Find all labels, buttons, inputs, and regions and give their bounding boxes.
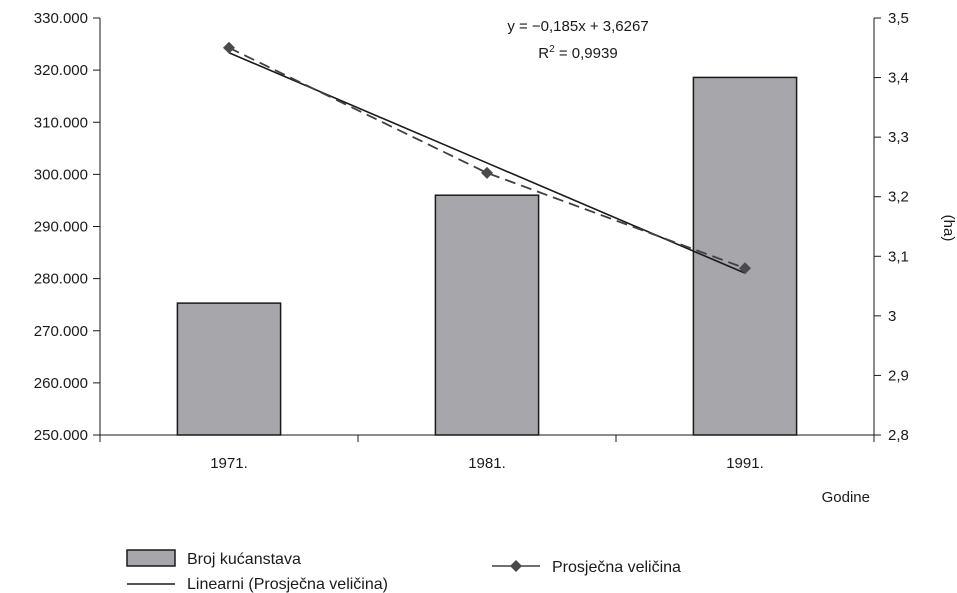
legend-label-trendline: Linearni (Prosječna veličina) — [187, 576, 388, 593]
x-tick-label: 1981. — [468, 455, 506, 472]
left-tick-label: 310.000 — [34, 114, 88, 131]
left-tick-label: 330.000 — [34, 10, 88, 27]
left-tick-label: 250.000 — [34, 427, 88, 444]
r-squared-value: = 0,9939 — [555, 45, 618, 62]
right-tick-label: 3,3 — [888, 129, 909, 146]
right-tick-label: 3,2 — [888, 189, 909, 206]
left-tick-label: 260.000 — [34, 375, 88, 392]
right-tick-label: 2,8 — [888, 427, 909, 444]
diamond-marker — [739, 262, 751, 275]
right-axis-title: (ha) — [940, 215, 957, 242]
trendline-equation: y = −0,185x + 3,6267 — [507, 18, 648, 35]
x-axis-title: Godine — [822, 489, 870, 506]
bar — [176, 302, 282, 436]
line-series — [223, 41, 751, 275]
right-tick-label: 3,1 — [888, 248, 909, 265]
legend-swatch-bars — [126, 549, 176, 567]
legend: Broj kućanstava Linearni (Prosječna veli… — [126, 549, 681, 593]
left-tick-label: 300.000 — [34, 166, 88, 183]
bar — [692, 76, 798, 436]
x-axis-ticks: 1971. 1981. 1991. — [99, 435, 875, 472]
legend-swatch-diamond-marker — [510, 560, 522, 572]
r-squared-label: R2 = 0,9939 — [538, 44, 617, 62]
average-size-line — [228, 46, 746, 270]
diamond-marker — [223, 41, 235, 54]
left-tick-label: 270.000 — [34, 323, 88, 340]
left-tick-label: 320.000 — [34, 62, 88, 79]
left-tick-label: 280.000 — [34, 271, 88, 288]
left-axis-ticks: 250.000 260.000 270.000 280.000 290.000 300.0… — [34, 10, 100, 444]
right-tick-label: 3,5 — [888, 10, 909, 27]
right-axis-ticks: 2,8 2,9 3 3,1 3,2 3,3 3,4 3,5 — [874, 10, 909, 444]
bar — [434, 194, 540, 436]
r-squared-r: R — [538, 45, 549, 62]
diamond-marker — [481, 166, 493, 179]
left-tick-label: 290.000 — [34, 219, 88, 236]
r-squared-sup: 2 — [549, 44, 555, 55]
right-tick-label: 2,9 — [888, 367, 909, 384]
x-tick-label: 1991. — [726, 455, 764, 472]
right-tick-label: 3 — [888, 308, 896, 325]
legend-label-bars: Broj kućanstava — [187, 551, 301, 568]
bar-series — [176, 76, 798, 436]
right-tick-label: 3,4 — [888, 70, 909, 87]
x-tick-label: 1971. — [210, 455, 248, 472]
legend-label-average: Prosječna veličina — [552, 559, 681, 576]
